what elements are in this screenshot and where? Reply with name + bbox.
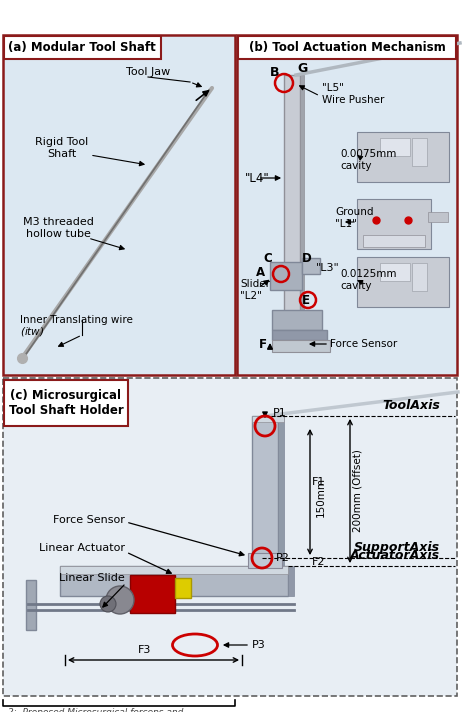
Bar	[300, 75, 304, 315]
FancyBboxPatch shape	[357, 132, 449, 182]
Text: Force Sensor: Force Sensor	[53, 515, 125, 525]
Text: P1: P1	[273, 408, 287, 418]
Bar	[380, 263, 410, 281]
Text: 200mm (Offset): 200mm (Offset)	[353, 449, 363, 533]
Text: F: F	[259, 338, 267, 352]
Bar	[278, 416, 284, 566]
Text: "L5"
Wire Pusher: "L5" Wire Pusher	[322, 83, 384, 105]
Text: (c) Microsurgical
Tool Shaft Holder: (c) Microsurgical Tool Shaft Holder	[9, 389, 123, 417]
Bar	[248, 553, 282, 568]
Bar	[272, 330, 327, 340]
FancyBboxPatch shape	[238, 36, 456, 59]
Text: Force Sensor: Force Sensor	[330, 339, 397, 349]
FancyBboxPatch shape	[3, 378, 457, 696]
Text: "L4": "L4"	[245, 172, 270, 184]
Bar	[252, 416, 278, 566]
Text: D: D	[302, 251, 312, 264]
Bar	[270, 262, 302, 290]
Text: ActuatorAxis: ActuatorAxis	[350, 549, 440, 562]
Text: ($itw$): ($itw$)	[20, 325, 44, 338]
Bar	[363, 235, 425, 247]
Bar	[60, 566, 288, 574]
Circle shape	[106, 586, 134, 614]
Text: 150mm: 150mm	[316, 477, 326, 517]
Text: Tool Jaw: Tool Jaw	[126, 67, 170, 77]
Text: (b) Tool Actuation Mechanism: (b) Tool Actuation Mechanism	[249, 41, 445, 54]
Circle shape	[100, 596, 116, 612]
Bar	[412, 263, 427, 291]
Text: F1: F1	[312, 477, 325, 487]
Bar	[380, 138, 410, 156]
Bar	[272, 340, 330, 352]
Text: P3: P3	[252, 640, 266, 650]
Text: F3: F3	[138, 645, 152, 655]
Text: Ground
"L1": Ground "L1"	[335, 207, 373, 229]
Text: ToolAxis: ToolAxis	[382, 399, 440, 412]
Text: M3 threaded
hollow tube: M3 threaded hollow tube	[23, 217, 93, 239]
Text: 2:  Proposed Microsurgical forceps and ...: 2: Proposed Microsurgical forceps and ..…	[8, 708, 195, 712]
FancyBboxPatch shape	[4, 36, 161, 59]
Text: 0.0125mm
cavity: 0.0125mm cavity	[340, 269, 396, 290]
Bar	[302, 258, 320, 274]
Bar	[26, 580, 36, 630]
Text: A: A	[256, 266, 266, 278]
FancyBboxPatch shape	[237, 35, 457, 375]
Bar	[428, 212, 448, 222]
Text: P2: P2	[276, 553, 290, 563]
Bar	[284, 75, 300, 315]
Text: Linear Slide: Linear Slide	[59, 573, 125, 583]
Text: Inner Translating wire: Inner Translating wire	[20, 315, 133, 325]
Text: Rigid Tool
Shaft: Rigid Tool Shaft	[36, 137, 89, 159]
Bar	[272, 310, 322, 330]
Text: E: E	[302, 295, 310, 308]
Text: G: G	[297, 61, 307, 75]
FancyBboxPatch shape	[357, 257, 449, 307]
Text: Slider
"L2": Slider "L2"	[240, 279, 270, 300]
Text: F2: F2	[312, 557, 326, 567]
Text: SupportAxis: SupportAxis	[354, 541, 440, 554]
Bar	[252, 416, 284, 422]
Text: (a) Modular Tool Shaft: (a) Modular Tool Shaft	[8, 41, 156, 54]
Bar	[412, 138, 427, 166]
Text: "L3": "L3"	[316, 263, 340, 273]
Bar	[175, 578, 191, 598]
Bar	[60, 566, 288, 596]
Text: Linear Actuator: Linear Actuator	[39, 543, 125, 553]
Text: 0.0075mm
cavity: 0.0075mm cavity	[340, 150, 396, 171]
Text: B: B	[270, 66, 280, 78]
FancyBboxPatch shape	[3, 35, 235, 375]
Bar	[288, 566, 294, 596]
Text: C: C	[264, 251, 273, 264]
FancyBboxPatch shape	[357, 199, 431, 249]
Bar	[130, 575, 175, 613]
FancyBboxPatch shape	[4, 380, 128, 426]
